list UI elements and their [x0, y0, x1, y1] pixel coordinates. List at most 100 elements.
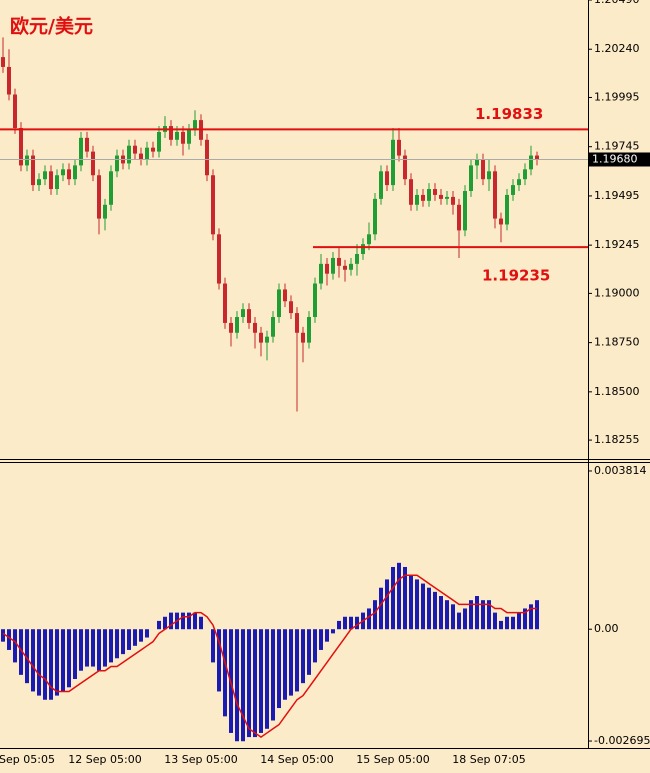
candle-body [265, 336, 269, 343]
candle-body [145, 147, 149, 160]
candle-body [169, 126, 173, 140]
macd-bar [367, 608, 371, 630]
candle-body [175, 131, 179, 140]
y-tick-label: 1.18255 [594, 433, 640, 446]
macd-bar [415, 579, 419, 630]
candle-body [91, 151, 95, 176]
macd-bar [223, 629, 227, 717]
candle-body [277, 289, 281, 318]
candle-body [97, 175, 101, 219]
candle-body [229, 322, 233, 333]
macd-bar [13, 629, 17, 663]
candle-body [25, 155, 29, 166]
macd-bar [517, 612, 521, 630]
macd-bar [319, 629, 323, 650]
candle-body [109, 171, 113, 205]
macd-bar [307, 629, 311, 675]
macd-bar [445, 600, 449, 630]
candle-body [325, 263, 329, 274]
candle-body [181, 131, 185, 144]
macd-bar [301, 629, 305, 684]
macd-bar [277, 629, 281, 709]
candle-body [73, 165, 77, 180]
candle-body [379, 171, 383, 199]
y-tick-label: 1.19000 [594, 286, 640, 299]
candle-body [337, 257, 341, 266]
macd-bar [427, 587, 431, 630]
candle-body [31, 155, 35, 186]
candle-body [331, 257, 335, 274]
candle-body [415, 194, 419, 205]
candle-body [505, 194, 509, 225]
macd-bar [511, 616, 515, 630]
level-label: 1.19833 [475, 105, 543, 123]
candle-body [205, 139, 209, 176]
macd-bar [373, 600, 377, 630]
candle-body [79, 137, 83, 166]
candle-body [361, 244, 365, 255]
macd-bar [385, 579, 389, 630]
macd-bar [475, 596, 479, 630]
macd-bar [397, 562, 401, 630]
candle-body [373, 198, 377, 235]
macd-bar [139, 629, 143, 642]
candle-body [283, 289, 287, 302]
macd-bar [457, 612, 461, 630]
candle-body [307, 317, 311, 343]
x-tick-label: 14 Sep 05:00 [260, 753, 333, 766]
macd-bar [349, 616, 353, 630]
candle-body [289, 301, 293, 314]
macd-bar [451, 604, 455, 630]
candle-body [43, 171, 47, 180]
level-label: 1.19235 [482, 267, 550, 285]
candle-body [421, 194, 425, 201]
candle-body [157, 131, 161, 152]
macd-bar [379, 587, 383, 630]
candle-body [481, 159, 485, 180]
x-tick-label: 12 Sep 05:00 [68, 753, 141, 766]
candle-body [61, 169, 65, 176]
candle-body [55, 175, 59, 190]
macd-bar [43, 629, 47, 700]
macd-bar [211, 629, 215, 663]
last-price-label: 1.19680 [592, 152, 638, 165]
last-price-box [589, 152, 650, 167]
macd-bar [271, 629, 275, 721]
macd-bar [67, 629, 71, 688]
candle-body [295, 313, 299, 333]
macd-bar [433, 591, 437, 630]
macd-bar [25, 629, 29, 684]
x-tick-label: 15 Sep 05:00 [356, 753, 429, 766]
macd-bar [157, 620, 161, 630]
macd-bar [121, 629, 125, 655]
candle-body [439, 194, 443, 199]
macd-bar [421, 583, 425, 630]
candle-body [187, 129, 191, 144]
candle-body [517, 179, 521, 186]
candle-body [457, 204, 461, 231]
candle-body [49, 171, 53, 190]
candle-body [259, 332, 263, 343]
macd-bar [487, 600, 491, 630]
candle-body [253, 322, 257, 333]
candle-body [139, 153, 143, 160]
macd-bar [505, 616, 509, 630]
candle-body [487, 171, 491, 180]
y-tick-label: 0.00 [594, 622, 619, 635]
candle-body [349, 263, 353, 270]
macd-bar [1, 629, 5, 642]
candle-body [367, 234, 371, 245]
macd-bar [409, 575, 413, 630]
y-tick-label: 1.19995 [594, 90, 640, 103]
macd-bar [73, 629, 77, 680]
candle-body [247, 309, 251, 323]
macd-bar [265, 629, 269, 729]
candle-body [193, 120, 197, 130]
macd-bar [241, 629, 245, 742]
macd-bar [163, 616, 167, 630]
macd-bar [49, 629, 53, 700]
candle-body [223, 283, 227, 323]
candle-body [7, 66, 11, 95]
macd-bar [103, 629, 107, 667]
candle-body [85, 137, 89, 152]
